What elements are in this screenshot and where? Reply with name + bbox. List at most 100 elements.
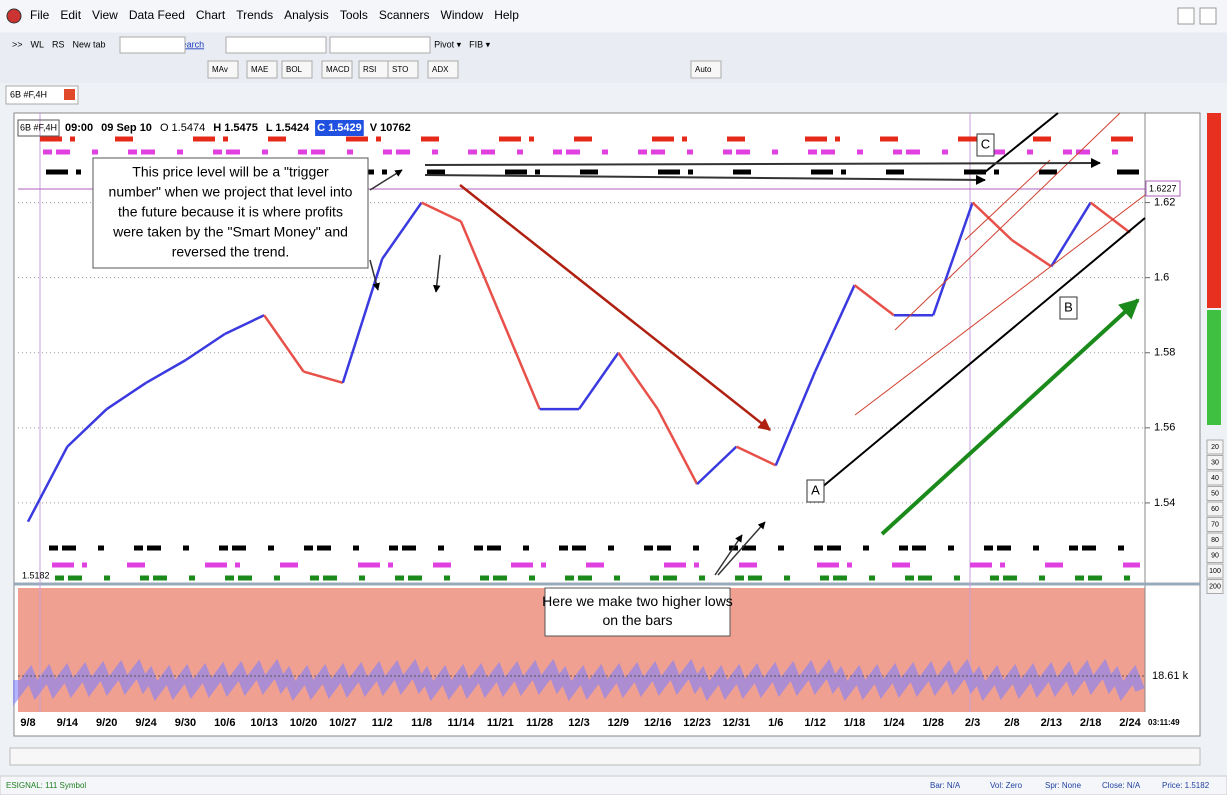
x-tick-label: 9/24 [135, 717, 157, 729]
toolbar-button[interactable]: RS [52, 39, 65, 49]
header-field: C 1.5429 [317, 122, 362, 134]
side-scale-label[interactable]: 20 [1211, 444, 1219, 451]
toolbar-button[interactable]: RSI [363, 65, 376, 74]
tab-close [64, 89, 75, 100]
side-scale-label[interactable]: 40 [1211, 475, 1219, 482]
side-scale-button[interactable] [1206, 579, 1224, 594]
toolbar-button-bg[interactable] [246, 60, 278, 79]
menu-item[interactable]: Chart [196, 8, 226, 22]
toolbar [0, 33, 1227, 83]
toolbar-button[interactable]: New tab [73, 39, 106, 49]
arrow [424, 174, 986, 185]
price-segment [421, 201, 462, 223]
status-text: Vol: Zero [990, 781, 1023, 790]
callout-text: Here we make two higher lows [542, 593, 733, 609]
x-tick-label: 2/8 [1004, 717, 1019, 729]
scrollbar[interactable] [9, 747, 1201, 766]
toolbar-button-bg[interactable] [281, 60, 313, 79]
side-scale-button[interactable] [1206, 455, 1224, 470]
price-segment [656, 408, 699, 485]
channel-line-red [854, 194, 1146, 416]
price-segment [106, 381, 147, 411]
minimize-button[interactable] [1177, 7, 1195, 25]
toolbar-button[interactable]: ADX [432, 65, 449, 74]
toolbar-button-bg[interactable] [690, 60, 722, 79]
tab-bg[interactable] [5, 85, 79, 105]
menu-item[interactable]: Trends [236, 8, 273, 22]
side-scale-label[interactable]: 90 [1211, 552, 1219, 559]
toolbar-button[interactable]: STO [392, 65, 408, 74]
x-tick-label: 11/28 [526, 717, 553, 729]
close-highlight [315, 120, 364, 136]
side-scale-button[interactable] [1206, 501, 1224, 517]
toolbar-button[interactable]: Auto [695, 65, 712, 74]
side-scale-label[interactable]: 60 [1211, 506, 1219, 513]
toolbar-button[interactable]: FIB ▾ [469, 39, 491, 49]
header-field: 09 Sep 10 [101, 122, 152, 134]
point-label: C [981, 136, 990, 151]
callout-text: reversed the trend. [172, 244, 290, 260]
side-scale-label[interactable]: 200 [1209, 583, 1221, 590]
toolbar-button-bg[interactable] [207, 60, 239, 79]
x-tick-label: 11/2 [372, 717, 393, 729]
menu-item[interactable]: Window [441, 8, 484, 22]
side-scale-button[interactable] [1206, 563, 1224, 579]
menu-item[interactable]: Edit [60, 8, 81, 22]
menu-item[interactable]: Tools [340, 8, 368, 22]
toolbar-button[interactable]: >> [12, 39, 23, 49]
x-tick-label: 2/3 [965, 717, 980, 729]
price-segment [577, 352, 620, 410]
side-scale-button[interactable] [1206, 470, 1224, 486]
price-tag-bg [1145, 180, 1181, 197]
side-scale-button[interactable] [1206, 439, 1224, 455]
x-tick-label: 10/13 [250, 717, 278, 729]
toolbar-button[interactable]: WL [31, 39, 45, 49]
toolbar-button-bg[interactable] [321, 60, 353, 79]
channel-line [984, 112, 1059, 173]
side-scale-label[interactable]: 100 [1209, 568, 1221, 575]
toolbar-button[interactable]: MAv [212, 65, 228, 74]
menu-item[interactable]: File [30, 8, 50, 22]
header-field: 09:00 [65, 122, 93, 134]
side-scale-label[interactable]: 30 [1211, 459, 1219, 466]
toolbar-button[interactable]: BOL [286, 65, 303, 74]
toolbar-button-bg[interactable] [427, 60, 459, 79]
menu-item[interactable]: Analysis [284, 8, 329, 22]
volume-band [13, 658, 1145, 706]
toolbar-button[interactable]: Pivot ▾ [434, 39, 462, 49]
side-scale-label[interactable]: 70 [1211, 521, 1219, 528]
x-tick-label: 2/18 [1080, 717, 1101, 729]
callout-text: number" when we project that level into [109, 184, 353, 200]
price-segment [1011, 239, 1052, 268]
price-segment [184, 332, 226, 362]
x-tick-label: 11/21 [487, 717, 514, 729]
y-tick-label: 1.62 [1154, 196, 1175, 208]
toolbar-button-bg[interactable] [387, 60, 419, 79]
price-segment [971, 201, 1013, 242]
menu-item[interactable]: View [92, 8, 118, 22]
menu-item[interactable]: Help [494, 8, 519, 22]
price-segment [1089, 201, 1131, 234]
price-segment [459, 220, 502, 316]
side-scale-label[interactable]: 80 [1211, 537, 1219, 544]
menu-item[interactable]: Data Feed [129, 8, 185, 22]
x-tick-label: 9/8 [20, 717, 35, 729]
side-scale-button[interactable] [1206, 486, 1224, 501]
side-scale-label[interactable]: 50 [1211, 490, 1219, 497]
channel-line [814, 217, 1146, 494]
side-scale-button[interactable] [1206, 548, 1224, 563]
y-tick-label: 1.6 [1154, 272, 1169, 284]
close-button[interactable] [1199, 7, 1217, 25]
toolbar-button[interactable]: MACD [326, 65, 350, 74]
toolbar-button[interactable]: MAE [251, 65, 268, 74]
side-scale-button[interactable] [1206, 532, 1224, 548]
menu-item[interactable]: Scanners [379, 8, 430, 22]
toolbar-button[interactable]: Search [176, 39, 205, 49]
callout-text: on the bars [602, 612, 672, 628]
price-segment [263, 314, 305, 373]
tab-label[interactable]: 6B #F,4H [10, 89, 47, 99]
app-icon [6, 8, 22, 24]
side-scale-button[interactable] [1206, 517, 1224, 532]
x-tick-label: 10/20 [290, 717, 318, 729]
